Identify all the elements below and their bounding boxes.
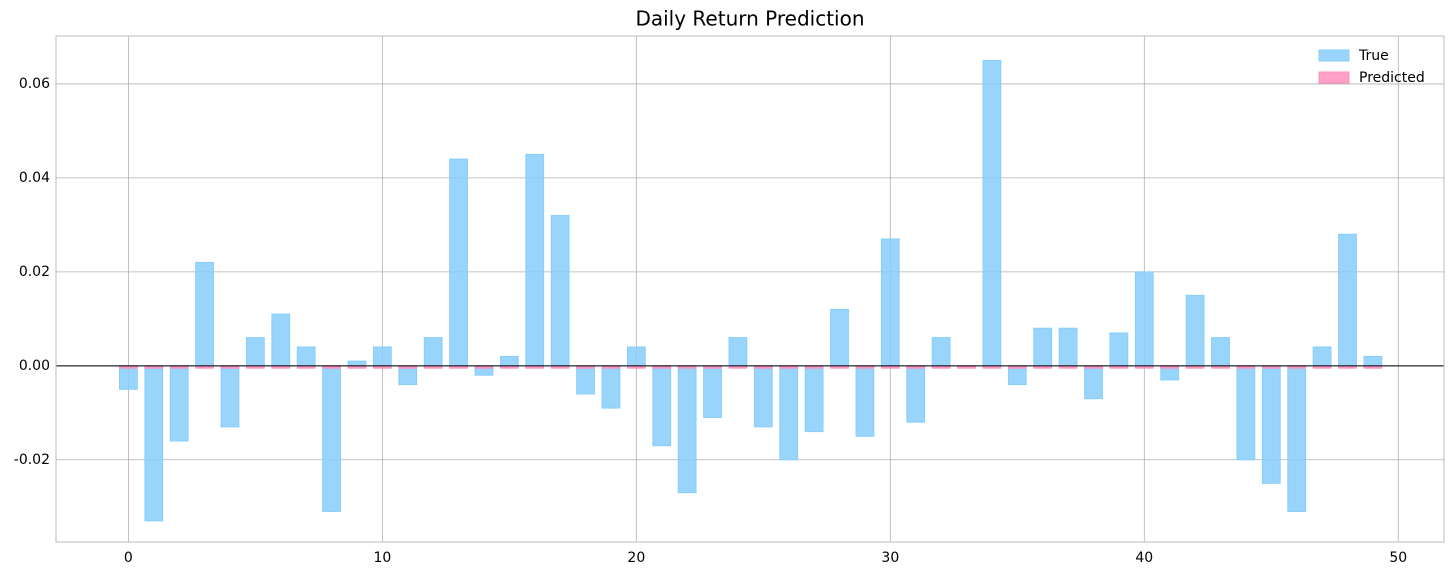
bar [652,365,672,447]
bar [626,346,646,367]
x-tick-label: 20 [627,550,645,566]
bar [499,355,519,367]
bar [1261,365,1281,484]
bar [1033,327,1053,367]
bar [804,365,824,433]
bar [118,365,138,390]
legend-swatch [1318,71,1350,84]
bar [703,365,722,418]
bar [855,365,875,437]
bar [576,365,595,395]
bar [830,308,849,367]
x-tick-label: 30 [881,550,899,566]
bar [1211,337,1230,367]
bar [1312,346,1332,367]
bar [753,365,773,428]
bar [144,365,164,522]
legend-swatch [1318,49,1350,62]
y-tick-label: 0.04 [19,170,50,186]
bar [1363,355,1383,367]
y-tick-label: 0.02 [19,264,50,280]
bar [1084,365,1103,400]
bar [1134,271,1154,367]
legend-label: True [1358,48,1389,64]
bar [525,153,545,367]
bar [677,365,697,494]
bar [169,365,189,442]
bar [1058,327,1078,367]
x-tick-label: 40 [1135,550,1153,566]
chart-title: Daily Return Prediction [635,7,864,31]
bar [322,365,341,512]
bar [220,365,240,428]
x-tick-label: 10 [373,550,391,566]
bar [779,365,799,461]
bar [423,337,443,367]
bar [906,365,926,423]
bar [550,214,570,367]
x-tick-label: 50 [1389,550,1407,566]
bar [982,59,1002,367]
bar [195,261,214,367]
bar [449,158,468,367]
bar [347,360,367,367]
bar [296,346,316,367]
bar [1236,365,1256,461]
bar [880,238,900,367]
bar [1185,294,1205,367]
x-tick-label: 0 [124,550,133,566]
legend-label: Predicted [1359,70,1425,86]
bar [245,337,265,367]
bar [1338,233,1357,367]
bar [271,313,291,367]
y-tick-label: 0.06 [19,76,50,92]
bar [931,337,951,367]
bar [1109,332,1129,367]
bar [372,346,392,367]
y-tick-label: -0.02 [14,452,50,468]
plot-frame [55,35,1445,543]
bar [601,365,621,409]
bar [728,337,748,367]
y-tick-label: 0.00 [19,358,50,374]
bar [1287,365,1307,512]
